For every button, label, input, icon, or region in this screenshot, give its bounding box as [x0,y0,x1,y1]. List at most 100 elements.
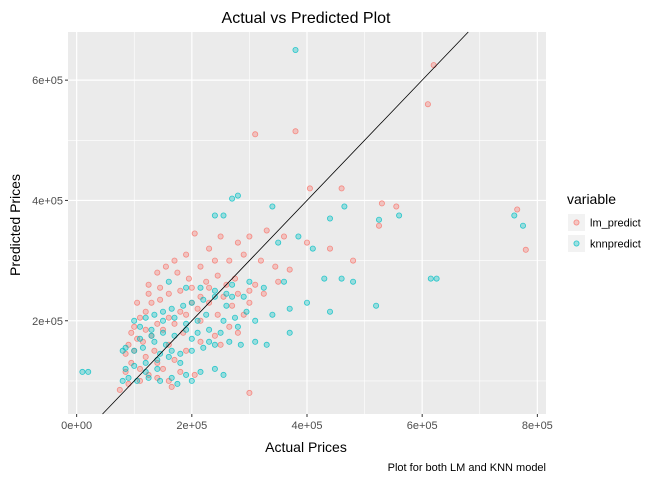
data-point-lm_predict [246,389,253,396]
data-point-knnpredict [168,347,175,354]
data-point-lm_predict [257,257,264,264]
data-point-knnpredict [309,245,316,252]
data-point-lm_predict [306,185,313,192]
data-point-knnpredict [157,377,164,384]
data-point-knnpredict [159,317,166,324]
data-point-lm_predict [159,365,166,372]
data-point-knnpredict [286,329,293,336]
data-point-knnpredict [79,368,86,375]
x-axis-label: Actual Prices [265,439,347,455]
legend-key-lm_predict [573,219,580,226]
data-point-lm_predict [234,239,241,246]
y-tick-label: 4e+05 [32,195,63,207]
data-point-lm_predict [168,383,175,390]
data-point-knnpredict [286,305,293,312]
data-point-knnpredict [211,212,218,219]
data-point-knnpredict [119,377,126,384]
data-point-lm_predict [154,269,161,276]
data-point-lm_predict [430,62,437,69]
data-point-knnpredict [183,371,190,378]
data-point-lm_predict [177,368,184,375]
data-point-knnpredict [171,314,178,321]
data-point-lm_predict [252,131,259,138]
data-point-lm_predict [142,308,149,315]
data-point-knnpredict [341,203,348,210]
data-point-lm_predict [151,347,158,354]
data-point-knnpredict [338,275,345,282]
data-point-knnpredict [240,293,247,300]
data-point-knnpredict [197,284,204,291]
data-point-knnpredict [134,377,141,384]
data-point-lm_predict [226,257,233,264]
data-point-lm_predict [214,311,221,318]
data-point-knnpredict [131,362,138,369]
y-axis-label: Predicted Prices [7,174,23,276]
data-point-lm_predict [206,284,213,291]
data-point-lm_predict [185,275,192,282]
data-point-knnpredict [142,359,149,366]
data-point-knnpredict [433,275,440,282]
data-point-knnpredict [226,338,233,345]
data-point-knnpredict [159,308,166,315]
data-point-lm_predict [229,302,236,309]
data-point-lm_predict [157,296,164,303]
data-point-lm_predict [350,257,357,264]
data-point-knnpredict [326,308,333,315]
data-point-knnpredict [159,329,166,336]
data-point-knnpredict [197,368,204,375]
data-point-lm_predict [191,230,198,237]
data-point-knnpredict [292,47,299,54]
x-tick-label: 8e+05 [522,420,553,432]
data-point-knnpredict [119,347,126,354]
data-point-lm_predict [142,326,149,333]
legend-label-knnpredict: knnpredict [590,239,641,251]
data-point-lm_predict [134,299,141,306]
data-point-lm_predict [280,233,287,240]
data-point-lm_predict [217,341,224,348]
data-point-lm_predict [217,233,224,240]
chart-caption: Plot for both LM and KNN model [388,462,546,474]
data-point-lm_predict [136,314,143,321]
data-point-lm_predict [145,290,152,297]
data-point-knnpredict [229,195,236,202]
data-point-knnpredict [125,374,132,381]
data-point-lm_predict [194,305,201,312]
data-point-lm_predict [522,246,529,253]
data-point-lm_predict [197,338,204,345]
data-point-lm_predict [197,263,204,270]
data-point-lm_predict [116,386,123,393]
data-point-knnpredict [165,353,172,360]
data-point-knnpredict [203,311,210,318]
data-point-lm_predict [125,380,132,387]
data-point-lm_predict [234,290,241,297]
data-point-knnpredict [220,212,227,219]
data-point-lm_predict [226,323,233,330]
data-point-knnpredict [252,317,259,324]
data-point-lm_predict [183,311,190,318]
y-axis: 2e+05 4e+05 6e+05 [32,75,68,328]
data-point-knnpredict [162,341,169,348]
data-point-lm_predict [234,329,241,336]
data-point-knnpredict [326,215,333,222]
data-point-knnpredict [171,332,178,339]
data-point-lm_predict [165,290,172,297]
data-point-knnpredict [188,347,195,354]
data-point-knnpredict [269,203,276,210]
data-point-knnpredict [427,275,434,282]
data-point-knnpredict [211,287,218,294]
data-point-knnpredict [183,284,190,291]
data-point-knnpredict [183,326,190,333]
series-knnpredict [79,47,527,387]
data-point-lm_predict [338,185,345,192]
data-point-lm_predict [171,356,178,363]
data-point-knnpredict [234,323,241,330]
legend-key-box [568,235,585,252]
data-point-knnpredict [142,314,149,321]
data-point-lm_predict [246,299,253,306]
data-point-knnpredict [350,278,357,285]
data-point-knnpredict [396,212,403,219]
data-point-lm_predict [378,200,385,207]
data-point-lm_predict [183,347,190,354]
data-point-knnpredict [206,338,213,345]
